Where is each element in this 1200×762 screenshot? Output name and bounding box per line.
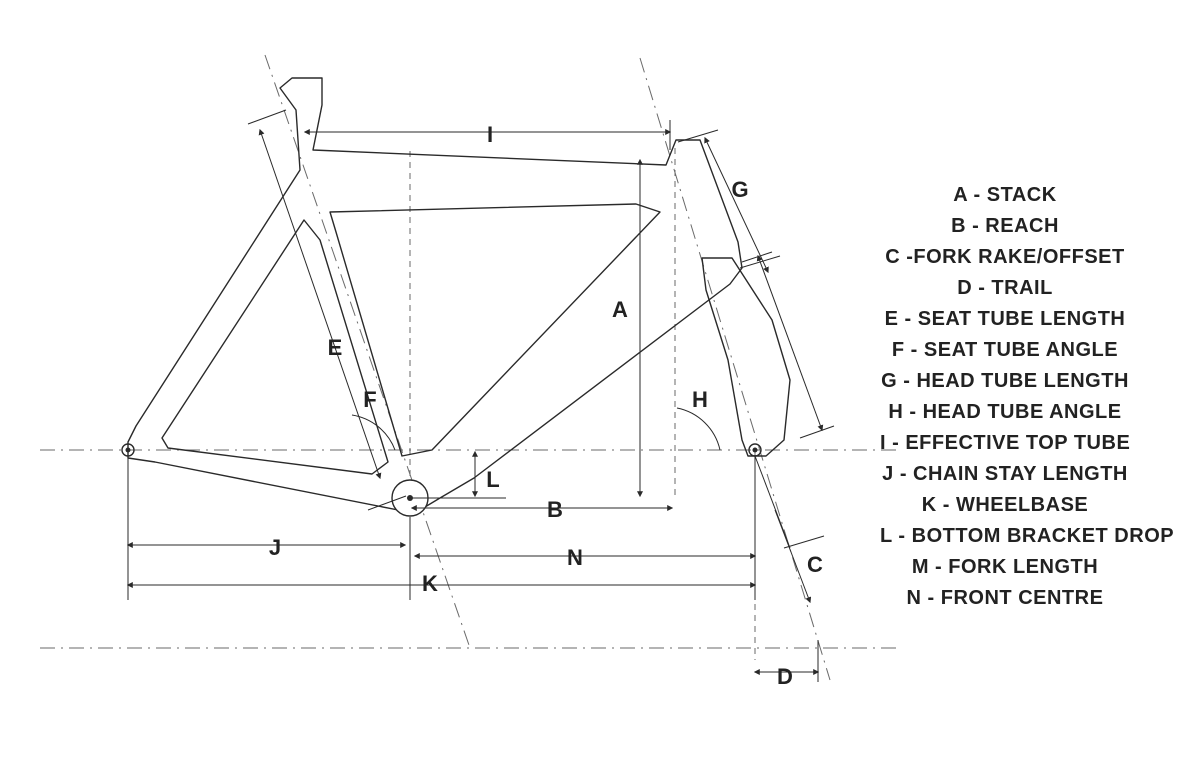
- legend-item: M - FORK LENGTH: [880, 552, 1130, 583]
- legend-item: A - STACK: [880, 180, 1130, 211]
- label-G: G: [731, 177, 748, 203]
- frame-outline: [122, 78, 790, 510]
- legend-item: I - EFFECTIVE TOP TUBE: [880, 428, 1130, 459]
- legend-item: F - SEAT TUBE ANGLE: [880, 335, 1130, 366]
- legend-item: H - HEAD TUBE ANGLE: [880, 397, 1130, 428]
- legend-item: C -FORK RAKE/OFFSET: [880, 242, 1130, 273]
- label-F: F: [363, 387, 376, 413]
- legend-item: E - SEAT TUBE LENGTH: [880, 304, 1130, 335]
- legend-item: J - CHAIN STAY LENGTH: [880, 459, 1130, 490]
- legend-item: K - WHEELBASE: [880, 490, 1130, 521]
- label-C: C: [807, 552, 823, 578]
- legend-item: N - FRONT CENTRE: [880, 583, 1130, 614]
- label-E: E: [328, 335, 343, 361]
- label-D: D: [777, 664, 793, 690]
- label-B: B: [547, 497, 563, 523]
- legend-item: G - HEAD TUBE LENGTH: [880, 366, 1130, 397]
- label-A: A: [612, 297, 628, 323]
- legend-item: D - TRAIL: [880, 273, 1130, 304]
- label-N: N: [567, 545, 583, 571]
- label-H: H: [692, 387, 708, 413]
- legend: A - STACK B - REACH C -FORK RAKE/OFFSET …: [880, 180, 1130, 614]
- diagram-root: A B C D E F G H I J K L N A - STACK B - …: [0, 0, 1200, 762]
- label-K: K: [422, 571, 438, 597]
- legend-item: B - REACH: [880, 211, 1130, 242]
- label-J: J: [269, 535, 281, 561]
- label-I: I: [487, 122, 493, 148]
- legend-item: L - BOTTOM BRACKET DROP: [880, 521, 1130, 552]
- label-L: L: [486, 467, 499, 493]
